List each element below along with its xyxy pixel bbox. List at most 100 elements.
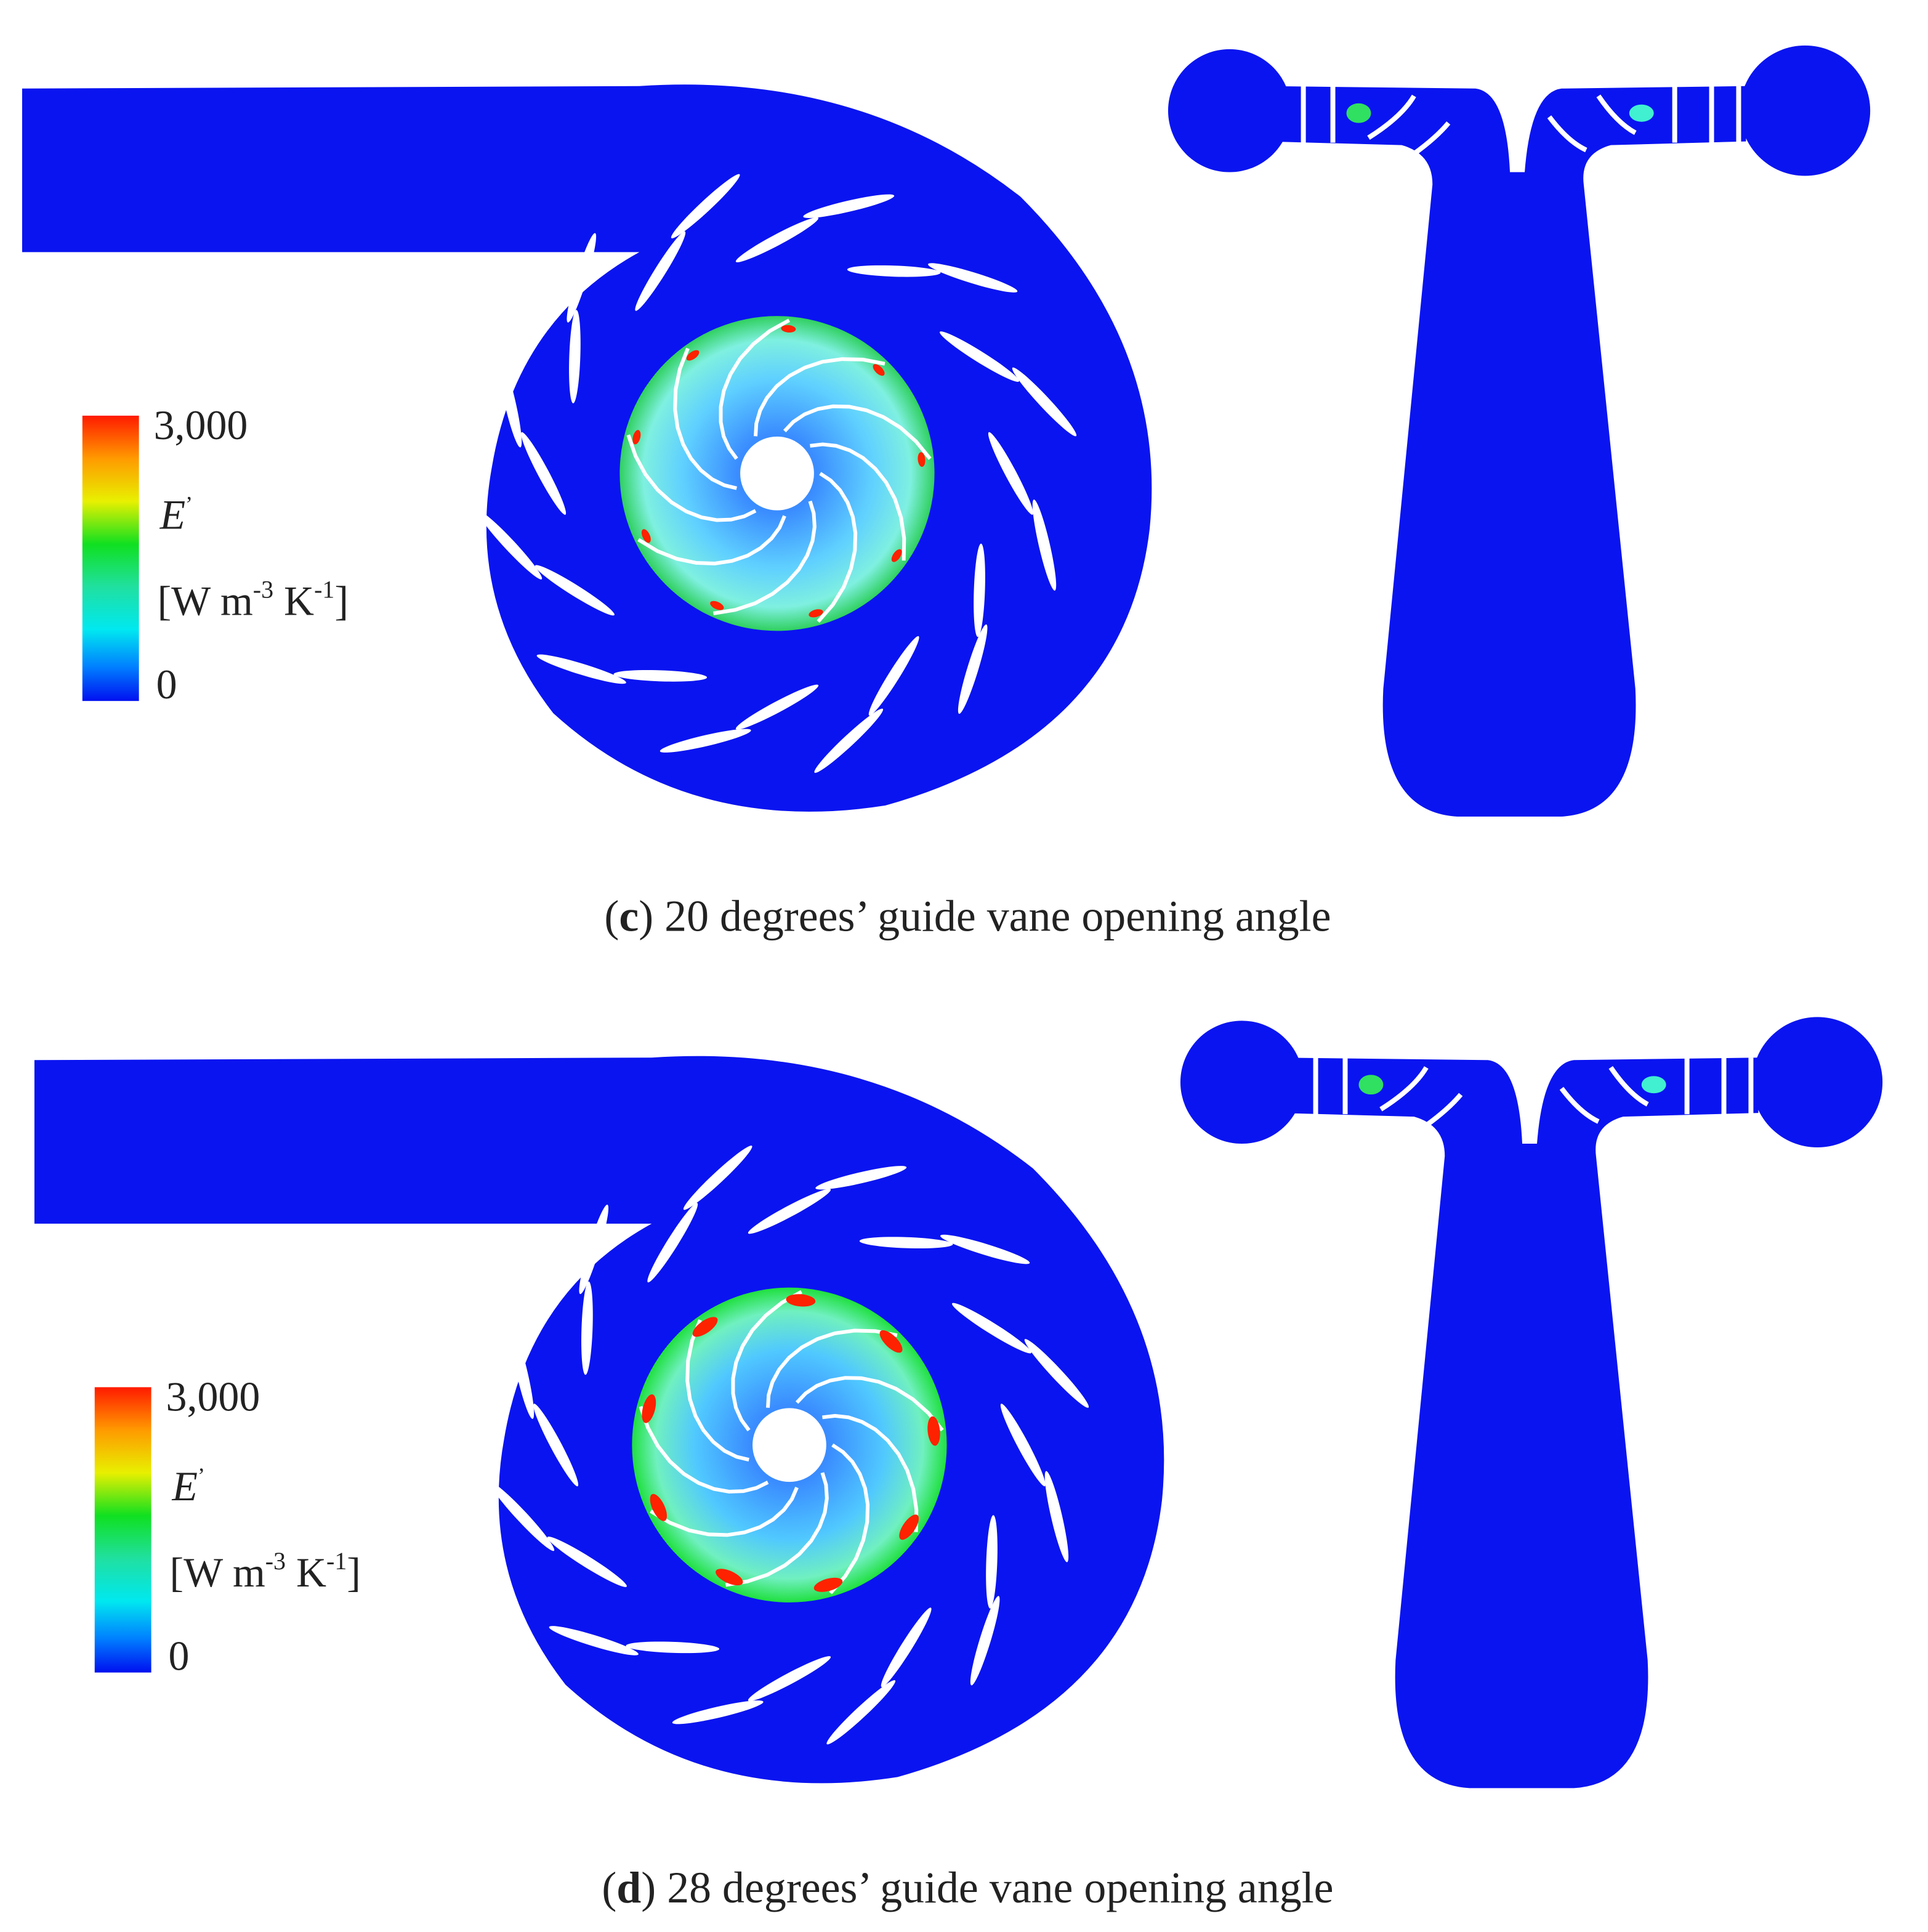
- vane-slit: [1596, 94, 1637, 135]
- hot-spot: [813, 1577, 843, 1592]
- hot-spot: [1629, 104, 1654, 122]
- guide-vane: [477, 511, 543, 580]
- caption: (c) 20 degrees’ guide vane opening angle: [604, 892, 1331, 941]
- guide-vane: [940, 331, 1020, 382]
- guide-vane: [569, 310, 581, 403]
- caption-open: (: [602, 1863, 616, 1912]
- guide-vane: [951, 1303, 1032, 1354]
- caption-text: ) 20 degrees’ guide vane opening angle: [639, 892, 1331, 941]
- guide-vane: [735, 684, 819, 730]
- hot-spot: [632, 430, 641, 445]
- runner-blade: [719, 318, 791, 460]
- guide-vane: [683, 1146, 752, 1210]
- runner-blade: [731, 1290, 802, 1432]
- hub: [752, 1408, 826, 1482]
- guide-vane: [928, 263, 1018, 293]
- colorbar-unit: [W m-3 K-1]: [158, 575, 349, 624]
- flow-passage: [1278, 1057, 1759, 1789]
- hot-spot: [927, 1416, 940, 1446]
- unit-exp: -1: [326, 1547, 347, 1575]
- hot-spot: [1358, 1075, 1384, 1095]
- hot-spot: [899, 1514, 919, 1540]
- vane-slit: [1301, 86, 1306, 143]
- vane-slit: [1721, 1057, 1727, 1115]
- symbol: E: [159, 492, 185, 538]
- guide-vane: [748, 1189, 831, 1234]
- vane-slit: [1330, 86, 1336, 143]
- panel: 3,000 E’ [W m-3 K-1] 0 (c) 20 degrees’ guide…: [22, 45, 1871, 941]
- guide-vane: [534, 565, 615, 616]
- colorbar-symbol: E’: [172, 1463, 205, 1510]
- runner-blade: [650, 1486, 799, 1537]
- colorbar-symbol: E’: [159, 492, 193, 538]
- guide-vane: [735, 217, 819, 262]
- unit-exp: -3: [265, 1547, 286, 1575]
- guide-vane: [626, 1641, 720, 1654]
- guide-vane: [974, 543, 985, 637]
- hot-spot: [641, 529, 651, 543]
- unit: K: [286, 1550, 326, 1596]
- vane-slit: [1684, 1057, 1690, 1115]
- hot-spot: [873, 364, 885, 376]
- vane-slit: [1608, 1065, 1649, 1107]
- colorbar-max: 3,000: [166, 1373, 260, 1420]
- unit-exp: -3: [253, 575, 273, 603]
- guide-vane: [970, 1596, 1000, 1686]
- guide-vane: [533, 1404, 579, 1487]
- hot-spot: [786, 1294, 816, 1307]
- guide-vane: [988, 432, 1033, 515]
- guide-vane: [635, 231, 686, 311]
- hub: [740, 436, 814, 511]
- casing-section: [1180, 1021, 1304, 1144]
- guide-vane: [581, 1281, 593, 1375]
- guide-vane: [671, 174, 740, 238]
- colorbar-unit: [W m-3 K-1]: [170, 1547, 361, 1596]
- guide-vane: [672, 1700, 764, 1724]
- guide-vane: [567, 233, 597, 323]
- hot-spot: [716, 1569, 743, 1586]
- vane-slit: [1412, 121, 1451, 156]
- flow-passage: [1266, 86, 1746, 817]
- runner-blade: [626, 434, 757, 522]
- guide-vane: [803, 194, 895, 218]
- hot-spot: [710, 600, 724, 610]
- caption-letter: c: [619, 892, 639, 941]
- hot-spot: [1346, 103, 1371, 123]
- vane-slit: [1736, 86, 1741, 143]
- guide-vane: [958, 624, 988, 714]
- guide-vane: [868, 636, 919, 716]
- guide-vane: [521, 432, 567, 515]
- colorbar-min: 0: [156, 661, 177, 708]
- runner-blade: [754, 357, 885, 437]
- guide-vane: [1032, 499, 1057, 591]
- guide-vane: [549, 1626, 639, 1655]
- colorbar-min: 0: [169, 1633, 190, 1679]
- vane-slit: [1424, 1093, 1463, 1128]
- runner-blade: [810, 442, 906, 561]
- hot-spot: [879, 1330, 903, 1353]
- runner-blade: [829, 1443, 870, 1595]
- runner-blade: [783, 404, 932, 460]
- guide-vane: [579, 1204, 609, 1295]
- guide-vane: [498, 356, 522, 448]
- guide-vane: [986, 1515, 998, 1609]
- guide-vane: [826, 1680, 896, 1745]
- vane-slit: [1379, 1066, 1429, 1112]
- runner-blade: [639, 1405, 769, 1493]
- vane-slit: [1367, 94, 1416, 140]
- caption-open: (: [604, 892, 619, 941]
- guide-vane: [613, 669, 708, 682]
- guide-vane: [1012, 367, 1077, 437]
- vane-slit: [1559, 1086, 1600, 1124]
- casing-section: [1740, 45, 1871, 176]
- colorbar-max: 3,000: [154, 402, 248, 448]
- runner-blade: [673, 347, 737, 490]
- runner-blade: [685, 1319, 749, 1462]
- unit: [W m: [170, 1550, 265, 1596]
- guide-vane: [647, 1203, 698, 1283]
- guide-vane: [1000, 1404, 1046, 1487]
- vane-slit: [1342, 1057, 1348, 1115]
- hot-spot: [918, 452, 926, 467]
- guide-vane: [748, 1656, 831, 1702]
- unit: K: [273, 578, 314, 624]
